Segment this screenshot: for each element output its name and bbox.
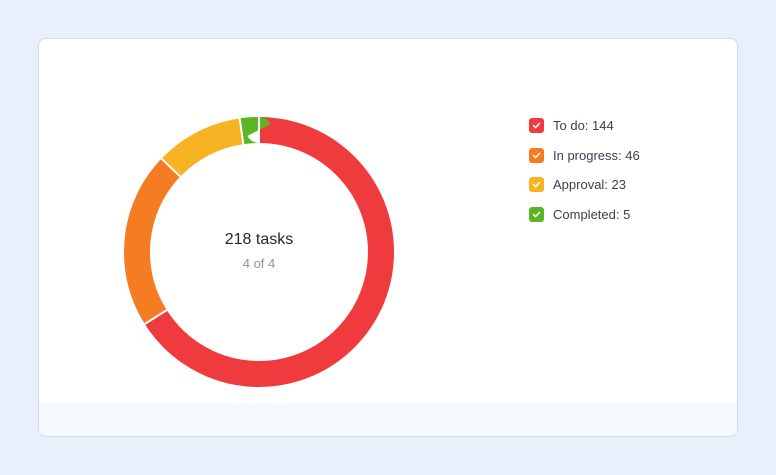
legend-item-approval[interactable]: Approval: 23: [529, 170, 640, 200]
legend-label-completed: Completed: 5: [553, 206, 631, 222]
donut-chart: [124, 116, 394, 387]
chart-legend: To do: 144 In progress: 46 Approval: 23 …: [529, 111, 640, 229]
legend-label-to-do: To do: 144: [553, 118, 614, 134]
check-icon: [532, 152, 541, 159]
legend-item-in-progress[interactable]: In progress: 46: [529, 141, 640, 171]
legend-checkbox-to-do[interactable]: [529, 118, 544, 134]
check-icon: [532, 122, 541, 129]
legend-label-in-progress: In progress: 46: [553, 147, 640, 163]
legend-checkbox-completed[interactable]: [529, 206, 544, 222]
legend-checkbox-in-progress[interactable]: [529, 147, 544, 163]
legend-checkbox-approval[interactable]: [529, 177, 544, 193]
slice-separator: [238, 117, 245, 146]
chart-card: 218 tasks 4 of 4 To do: 144 In progress:…: [38, 38, 738, 437]
slice-separator: [143, 308, 169, 326]
slice-separator: [160, 157, 182, 179]
donut-center-title: 218 tasks: [224, 231, 294, 248]
check-icon: [532, 211, 541, 218]
donut-slice-in-progress[interactable]: [124, 117, 394, 387]
legend-item-completed[interactable]: Completed: 5: [529, 200, 640, 230]
check-icon: [532, 181, 541, 188]
card-footer: [39, 403, 737, 436]
legend-label-approval: Approval: 23: [553, 177, 626, 193]
donut-center-subtitle: 4 of 4: [242, 256, 276, 271]
legend-item-to-do[interactable]: To do: 144: [529, 111, 640, 141]
